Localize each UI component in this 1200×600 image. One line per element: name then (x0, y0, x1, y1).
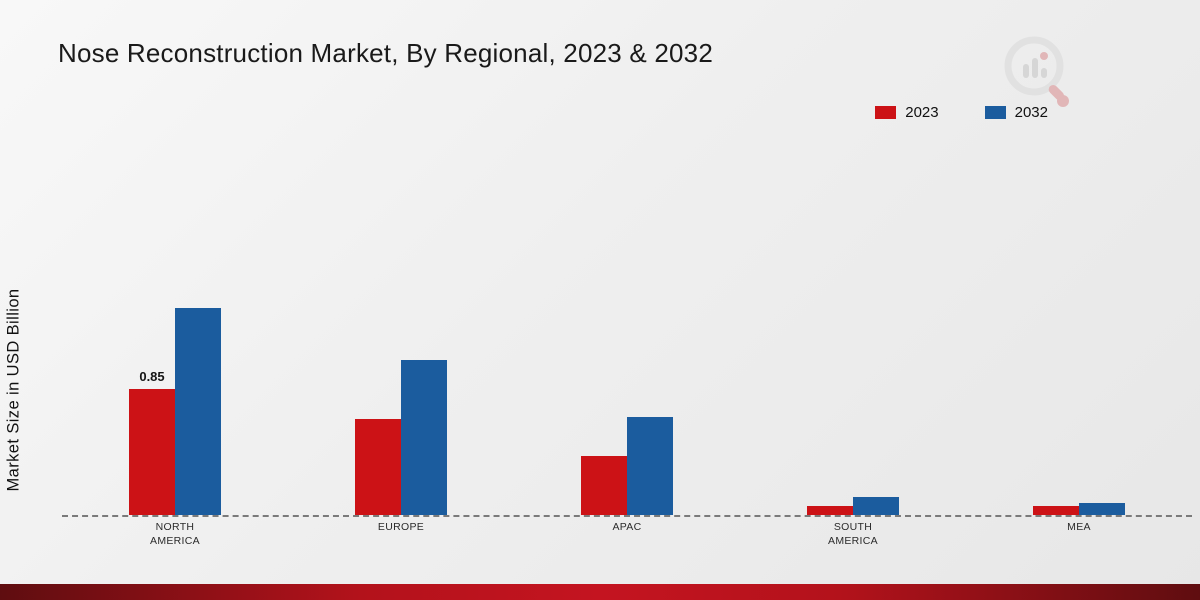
bar-2032-apac (627, 417, 673, 515)
bar-2032-south-america (853, 497, 899, 515)
x-axis-label-apac: APAC (612, 521, 642, 533)
brand-logo-watermark-icon (1000, 34, 1072, 113)
bar-2023-north-america (129, 389, 175, 515)
footer-band (0, 584, 1200, 600)
legend-item-2023: 2023 (875, 104, 939, 121)
value-label: 0.85 (139, 369, 165, 384)
bar-2032-europe (401, 360, 447, 515)
chart-title: Nose Reconstruction Market, By Regional,… (58, 38, 713, 68)
bar-2023-apac (581, 456, 627, 515)
legend-label-2023: 2023 (905, 104, 939, 121)
bar-2032-north-america (175, 308, 221, 515)
x-axis-label-mea: MEA (1067, 521, 1091, 533)
x-axis-label-north-america: NORTH AMERICA (150, 521, 200, 547)
legend-item-2032: 2032 (984, 104, 1048, 121)
bar-2023-europe (355, 419, 401, 515)
y-axis-title: Market Size in USD Billion (4, 288, 23, 492)
bar-2023-mea (1033, 506, 1079, 515)
bar-2032-mea (1079, 503, 1125, 515)
legend-swatch-2023 (875, 106, 897, 119)
bar-chart: NORTH AMERICA EUROPE APAC SOUTH AMERICA MEA 0… (62, 160, 1192, 547)
bar-2023-south-america (807, 506, 853, 515)
legend: 2023 2032 (875, 104, 1048, 121)
legend-label-2032: 2032 (1014, 104, 1048, 121)
x-axis-label-south-america: SOUTH AMERICA (828, 521, 878, 547)
x-axis-label-europe: EUROPE (377, 521, 425, 533)
legend-swatch-2032 (984, 106, 1006, 119)
